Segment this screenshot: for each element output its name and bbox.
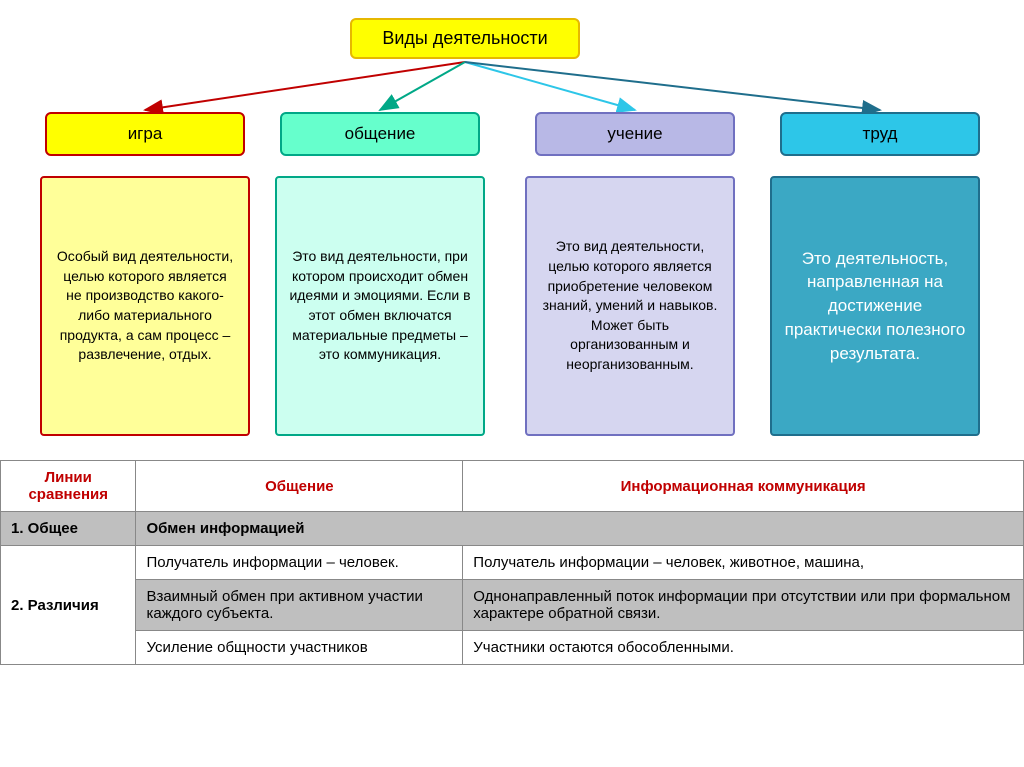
table-cell: Однонаправленный поток информации при от… — [463, 580, 1024, 631]
arrow-2 — [465, 62, 635, 110]
arrow-0 — [145, 62, 465, 110]
category-desc-communication: Это вид деятельности, при котором происх… — [275, 176, 485, 436]
arrow-1 — [380, 62, 465, 110]
table-merged-cell: Обмен информацией — [136, 512, 1024, 546]
arrow-3 — [465, 62, 880, 110]
category-desc-game: Особый вид деятельности, целью которого … — [40, 176, 250, 436]
table-cell: Получатель информации – человек. — [136, 546, 463, 580]
table-row-label: 2. Различия — [1, 546, 136, 665]
comparison-table: Линии сравненияОбщениеИнформационная ком… — [0, 460, 1024, 665]
root-node: Виды деятельности — [350, 18, 580, 59]
table-header: Общение — [136, 461, 463, 512]
table-cell: Взаимный обмен при активном участии кажд… — [136, 580, 463, 631]
category-box-work: труд — [780, 112, 980, 156]
category-label: труд — [863, 124, 898, 143]
category-label: учение — [607, 124, 662, 143]
table-row-label: 1. Общее — [1, 512, 136, 546]
category-label: общение — [345, 124, 416, 143]
category-label: игра — [128, 124, 163, 143]
root-label: Виды деятельности — [382, 28, 547, 48]
category-box-learning: учение — [535, 112, 735, 156]
table-cell: Усиление общности участников — [136, 631, 463, 665]
table-header: Линии сравнения — [1, 461, 136, 512]
table-header: Информационная коммуникация — [463, 461, 1024, 512]
table-cell: Получатель информации – человек, животно… — [463, 546, 1024, 580]
category-box-game: игра — [45, 112, 245, 156]
category-desc-learning: Это вид деятельности, целью которого явл… — [525, 176, 735, 436]
category-box-communication: общение — [280, 112, 480, 156]
category-desc-work: Это деятельность, направленная на достиж… — [770, 176, 980, 436]
table-cell: Участники остаются обособленными. — [463, 631, 1024, 665]
